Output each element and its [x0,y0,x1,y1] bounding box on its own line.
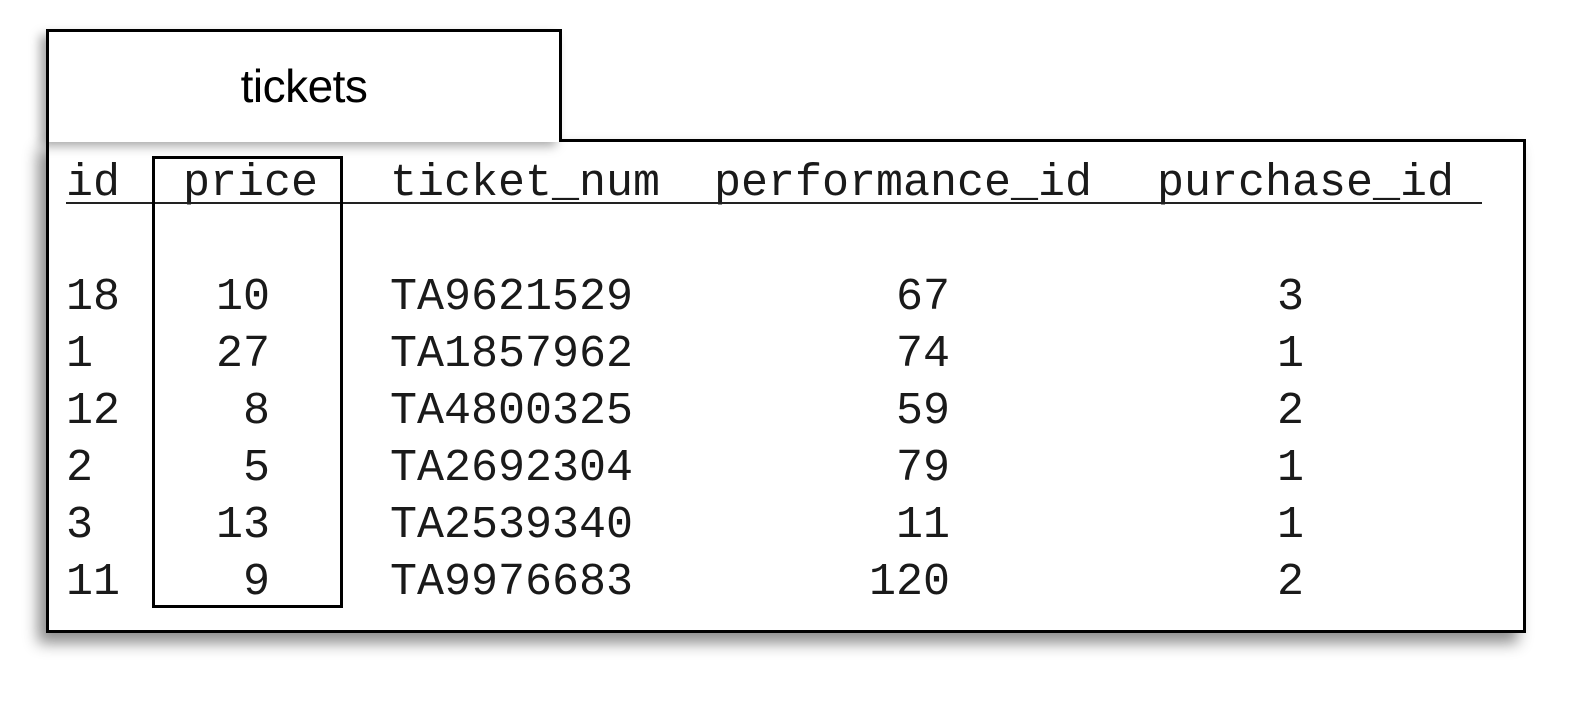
cell-id: 11 [66,557,121,608]
cell-performance-id: 11 [895,500,950,551]
table-name-tab: tickets [46,29,562,140]
cell-price: 9 [242,557,270,608]
cell-ticket-num: TA2539340 [390,500,634,551]
column-header-ticket-num: ticket_num [390,158,661,209]
column-header-id: id [66,158,121,209]
cell-purchase-id: 2 [1276,386,1304,437]
cell-purchase-id: 2 [1276,557,1304,608]
cell-purchase-id: 1 [1276,443,1304,494]
cell-ticket-num: TA9621529 [390,272,634,323]
cell-id: 12 [66,386,121,437]
cell-performance-id: 120 [868,557,950,608]
column-header-price: price [183,158,319,209]
cell-performance-id: 74 [895,329,950,380]
cell-id: 3 [66,500,94,551]
cell-ticket-num: TA9976683 [390,557,634,608]
cell-id: 2 [66,443,94,494]
cell-purchase-id: 1 [1276,500,1304,551]
cell-price: 13 [215,500,270,551]
cell-purchase-id: 3 [1276,272,1304,323]
cell-id: 1 [66,329,94,380]
cell-performance-id: 67 [895,272,950,323]
cell-performance-id: 79 [895,443,950,494]
cell-performance-id: 59 [895,386,950,437]
cell-purchase-id: 1 [1276,329,1304,380]
cell-price: 5 [242,443,270,494]
cell-ticket-num: TA2692304 [390,443,634,494]
header-underline [66,202,1482,204]
column-header-purchase-id: purchase_id [1157,158,1455,209]
cell-id: 18 [66,272,121,323]
cell-ticket-num: TA1857962 [390,329,634,380]
cell-price: 27 [215,329,270,380]
cell-ticket-num: TA4800325 [390,386,634,437]
column-header-performance-id: performance_id [714,158,1093,209]
table-panel [46,139,1526,633]
table-name: tickets [240,60,368,112]
cell-price: 8 [242,386,270,437]
cell-price: 10 [215,272,270,323]
tab-panel-joint [49,137,559,142]
